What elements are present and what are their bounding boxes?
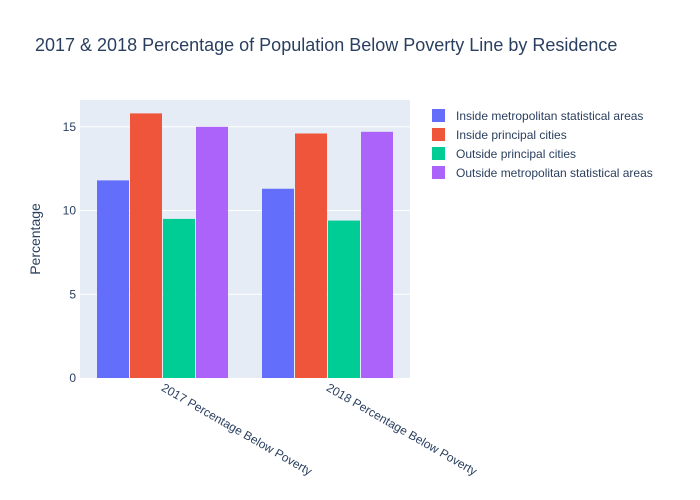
chart-title: 2017 & 2018 Percentage of Population Bel… bbox=[35, 35, 617, 55]
bar[interactable] bbox=[97, 180, 129, 378]
bar[interactable] bbox=[163, 218, 195, 378]
legend-item[interactable]: Inside principal cities bbox=[432, 128, 567, 142]
plot-area bbox=[80, 100, 410, 378]
legend-item[interactable]: Inside metropolitan statistical areas bbox=[432, 109, 643, 123]
legend-swatch bbox=[432, 128, 445, 141]
legend-item[interactable]: Outside metropolitan statistical areas bbox=[432, 166, 653, 180]
x-tick-label: 2017 Percentage Below Poverty bbox=[159, 380, 314, 478]
legend-item[interactable]: Outside principal cities bbox=[432, 147, 576, 161]
legend-swatch bbox=[432, 109, 445, 122]
bar[interactable] bbox=[328, 220, 360, 378]
legend-swatch bbox=[432, 147, 445, 160]
legend-swatch bbox=[432, 166, 445, 179]
bar[interactable] bbox=[295, 133, 327, 378]
bars bbox=[97, 113, 393, 379]
bar[interactable] bbox=[196, 126, 228, 378]
y-tick-label: 5 bbox=[69, 287, 76, 301]
bar[interactable] bbox=[130, 113, 162, 379]
bar[interactable] bbox=[262, 188, 294, 378]
y-tick-label: 0 bbox=[69, 371, 76, 385]
bar[interactable] bbox=[361, 131, 393, 378]
y-axis-title: Percentage bbox=[27, 203, 43, 275]
legend-label: Inside principal cities bbox=[456, 128, 567, 142]
legend-label: Outside metropolitan statistical areas bbox=[456, 166, 653, 180]
legend[interactable]: Inside metropolitan statistical areas Ins… bbox=[432, 109, 653, 180]
y-axis-ticks: 0 5 10 15 bbox=[63, 120, 77, 385]
x-axis-ticks: 2017 Percentage Below Poverty 2018 Percen… bbox=[159, 380, 479, 478]
legend-label: Inside metropolitan statistical areas bbox=[456, 109, 643, 123]
legend-label: Outside principal cities bbox=[456, 147, 576, 161]
x-tick-label: 2018 Percentage Below Poverty bbox=[324, 380, 479, 478]
y-tick-label: 10 bbox=[63, 204, 77, 218]
y-tick-label: 15 bbox=[63, 120, 77, 134]
